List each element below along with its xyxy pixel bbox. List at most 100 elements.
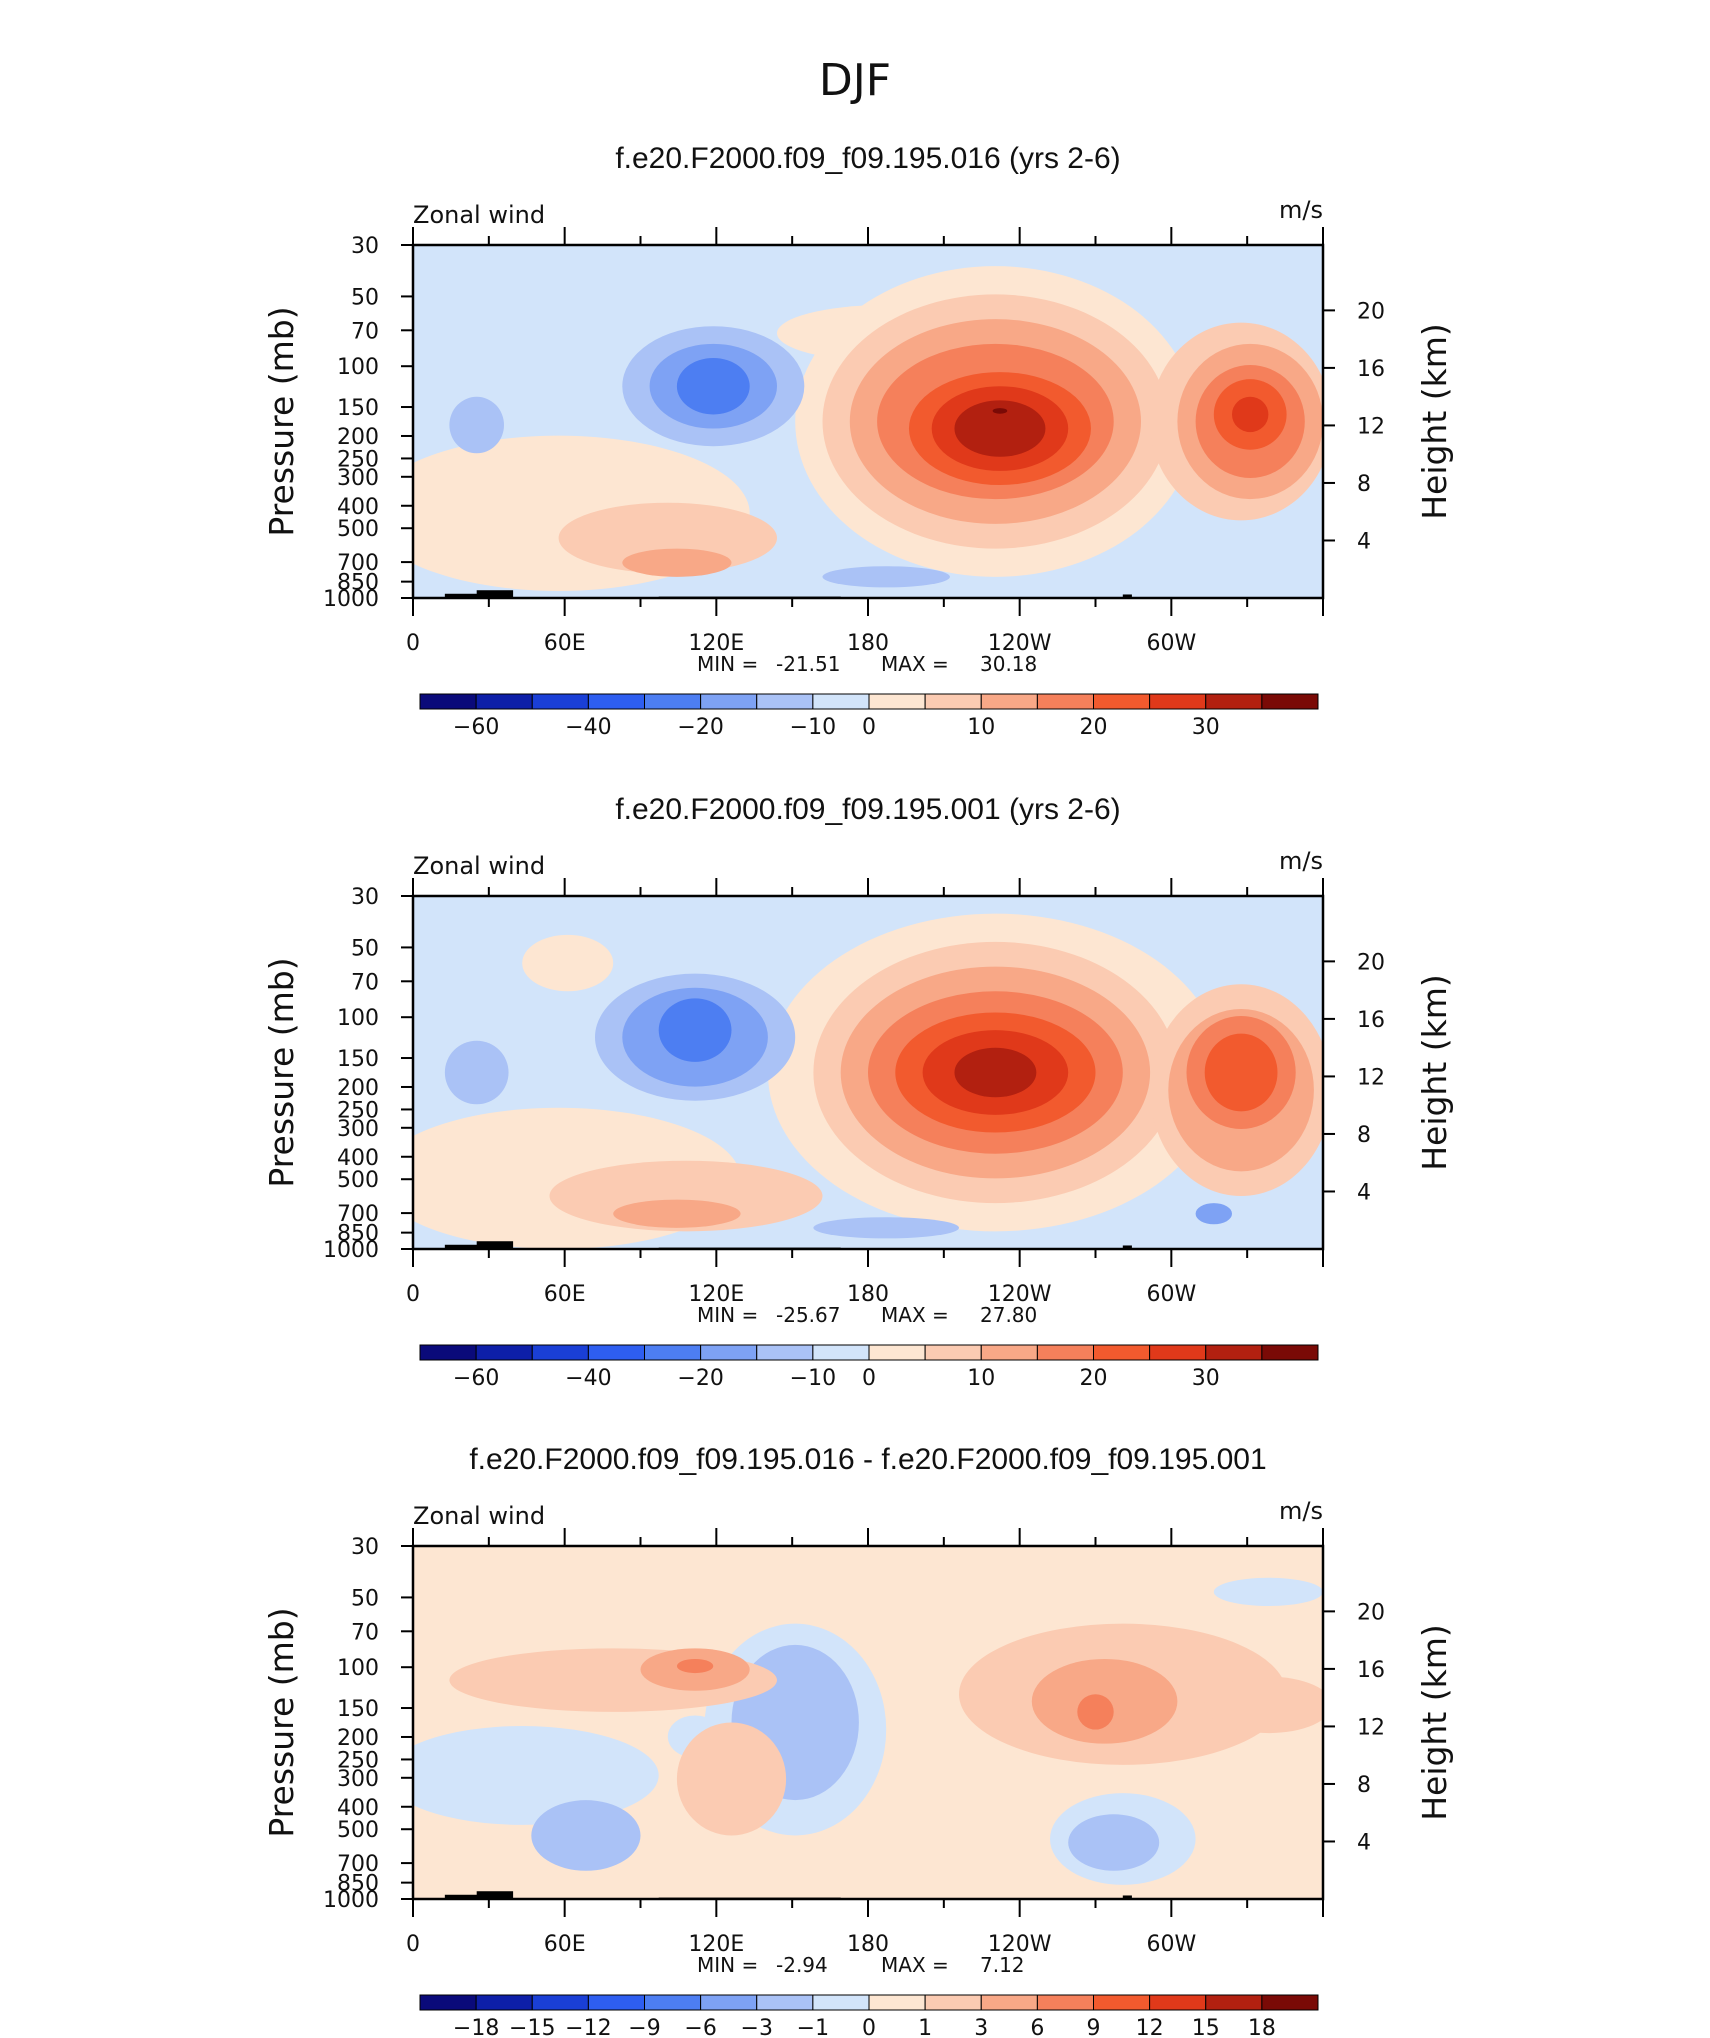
topography: [1122, 1895, 1132, 1899]
colorbar-label: −60: [453, 715, 499, 740]
y-tick-label: 500: [337, 517, 379, 542]
colorbar-swatch: [700, 1994, 758, 2011]
panel-title: f.e20.F2000.f09_f09.195.016 (yrs 2-6): [615, 142, 1120, 175]
x-tick-label: 60W: [1146, 631, 1196, 656]
y-tick-label: 1000: [323, 1888, 379, 1913]
positive-contour: [992, 408, 1008, 414]
y-tick-label: 70: [351, 319, 379, 344]
colorbar-swatch: [531, 1994, 589, 2011]
y-tick-label: 1000: [323, 1238, 379, 1263]
colorbar-label: −20: [677, 715, 723, 740]
x-tick-label: 180: [847, 1932, 889, 1957]
y-tick-label: 150: [337, 1697, 379, 1722]
colorbar-swatch: [587, 1994, 645, 2011]
contour-field: [413, 245, 1323, 598]
stat-max-label: MAX =: [881, 1303, 949, 1327]
positive-contour: [613, 1199, 741, 1228]
colorbar-swatch: [1036, 693, 1094, 710]
y-right-tick-label: 12: [1357, 414, 1385, 439]
colorbar: −18 −15 −12 −9 −6 −3 −1 0 1 3 6 9 12 15 18: [419, 1994, 1319, 2038]
colorbar-label: 6: [1030, 2016, 1044, 2038]
y-tick-label: 700: [337, 1202, 379, 1227]
negative-contour: [822, 566, 950, 588]
colorbar-swatch: [980, 1994, 1038, 2011]
y-right-tick-label: 20: [1357, 299, 1385, 324]
y-right-axis-label: Height (km): [1415, 1624, 1454, 1821]
panel-2: f.e20.F2000.f09_f09.195.001 (yrs 2-6) Zon…: [262, 793, 1454, 1391]
colorbar-label: −15: [509, 2016, 555, 2038]
x-tick-label: 60E: [544, 1282, 586, 1307]
colorbar-swatch: [756, 1344, 814, 1361]
x-tick-label: 120E: [688, 631, 744, 656]
colorbar-swatch: [1093, 693, 1151, 710]
colorbar-swatch: [1149, 1994, 1207, 2011]
positive-contour: [954, 400, 1046, 457]
x-tick-label: 180: [847, 631, 889, 656]
colorbar-swatch: [419, 1344, 477, 1361]
y-tick-label: 30: [351, 885, 379, 910]
y-tick-label: 200: [337, 1076, 379, 1101]
stat-min-label: MIN =: [697, 652, 758, 676]
topography: [476, 590, 514, 598]
y-axis-label: Pressure (mb): [262, 957, 301, 1187]
positive-contour: [676, 1722, 787, 1836]
x-tick-label: 60E: [544, 1932, 586, 1957]
y-right-tick-label: 4: [1357, 529, 1371, 554]
panel-label-right: m/s: [1279, 1497, 1323, 1525]
colorbar-swatch: [980, 693, 1038, 710]
stat-min-label: MIN =: [697, 1953, 758, 1977]
x-tick-label: 120E: [688, 1282, 744, 1307]
y-tick-label: 70: [351, 970, 379, 995]
x-tick-label: 0: [406, 1932, 420, 1957]
y-tick-label: 500: [337, 1168, 379, 1193]
stat-max-label: MAX =: [881, 1953, 949, 1977]
colorbar: −60 −40 −20 −10 0 10 20 30: [419, 1344, 1319, 1391]
panel-label-right: m/s: [1279, 196, 1323, 224]
y-right-tick-label: 16: [1357, 1658, 1385, 1683]
topography: [444, 1244, 482, 1249]
colorbar-swatch: [812, 1344, 870, 1361]
y-tick-label: 300: [337, 466, 379, 491]
colorbar-swatch: [1093, 1344, 1151, 1361]
panel-label-left: Zonal wind: [413, 852, 545, 880]
y-tick-label: 300: [337, 1117, 379, 1142]
positive-contour: [622, 548, 732, 577]
stat-min-value: -2.94: [776, 1953, 828, 1977]
x-tick-label: 60W: [1146, 1932, 1196, 1957]
colorbar-swatch: [1261, 1994, 1319, 2011]
colorbar-label: −10: [790, 715, 836, 740]
y-tick-label: 300: [337, 1767, 379, 1792]
colorbar-swatch: [1261, 693, 1319, 710]
y-tick-label: 100: [337, 1656, 379, 1681]
y-tick-label: 100: [337, 355, 379, 380]
colorbar-label: −1: [797, 2016, 829, 2038]
colorbar-swatch: [812, 693, 870, 710]
negative-contour: [676, 357, 750, 415]
y-tick-label: 700: [337, 1852, 379, 1877]
colorbar-label: 0: [862, 2016, 876, 2038]
negative-contour: [444, 1040, 509, 1105]
colorbar-swatch: [868, 1344, 926, 1361]
y-right-tick-label: 16: [1357, 1008, 1385, 1033]
colorbar-swatch: [419, 1994, 477, 2011]
figure-title: DJF: [819, 55, 891, 106]
colorbar-swatch: [475, 693, 533, 710]
y-tick-label: 400: [337, 1796, 379, 1821]
colorbar-swatch: [1036, 1344, 1094, 1361]
y-axis-label: Pressure (mb): [262, 1607, 301, 1837]
topography: [444, 1894, 482, 1899]
y-tick-label: 150: [337, 1047, 379, 1072]
colorbar-swatch: [1093, 1994, 1151, 2011]
colorbar-swatch: [812, 1994, 870, 2011]
y-right-tick-label: 4: [1357, 1830, 1371, 1855]
y-right-tick-label: 20: [1357, 1600, 1385, 1625]
positive-contour: [954, 1047, 1037, 1098]
colorbar-swatch: [1205, 1344, 1263, 1361]
y-right-tick-label: 20: [1357, 950, 1385, 975]
colorbar-label: 0: [862, 715, 876, 740]
colorbar-label: 10: [967, 715, 995, 740]
colorbar-swatch: [1149, 1344, 1207, 1361]
colorbar-swatch: [531, 693, 589, 710]
x-tick-label: 0: [406, 631, 420, 656]
x-tick-label: 180: [847, 1282, 889, 1307]
